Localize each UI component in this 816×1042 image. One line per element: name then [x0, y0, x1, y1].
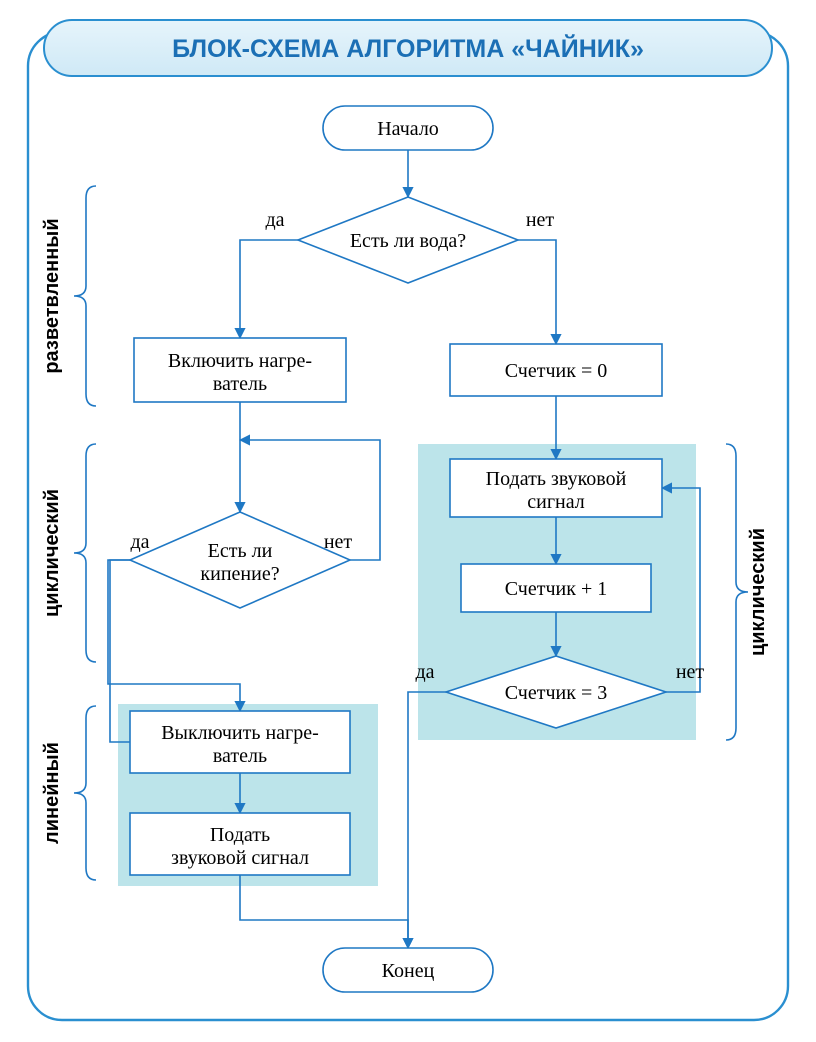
side-cyclic-left: циклический	[41, 489, 63, 617]
bracket-cyclic-right	[726, 444, 748, 740]
bracket-branched	[74, 186, 96, 406]
edge-water-yes	[240, 240, 298, 338]
node-beep2-label1: Подать	[210, 824, 270, 846]
bracket-linear	[74, 706, 96, 880]
side-linear: линейный	[41, 742, 63, 844]
node-heater-on-label2: ватель	[213, 373, 267, 395]
label-c3-yes: да	[415, 661, 434, 683]
node-c3-label: Счетчик = 3	[505, 682, 608, 704]
node-heater-off-label2: ватель	[213, 745, 267, 767]
node-end-label: Конец	[382, 960, 435, 982]
node-heater-on-label1: Включить нагре-	[168, 350, 312, 372]
node-beep1-label1: Подать звуковой	[486, 468, 627, 490]
side-cyclic-right: циклический	[747, 528, 769, 656]
node-beep1-label2: сигнал	[527, 491, 585, 513]
node-counter0-label: Счетчик = 0	[505, 360, 608, 382]
edge-water-no	[518, 240, 556, 344]
label-water-no: нет	[526, 209, 555, 231]
node-heater-off-label1: Выключить нагре-	[161, 722, 319, 744]
side-branched: разветвленный	[41, 218, 63, 373]
node-counter-inc-label: Счетчик + 1	[505, 578, 608, 600]
node-boil-label1: Есть ли	[208, 540, 273, 562]
node-water-label: Есть ли вода?	[350, 230, 466, 252]
node-boil-label2: кипение?	[200, 563, 279, 585]
label-water-yes: да	[265, 209, 284, 231]
page-title: БЛОК-СХЕМА АЛГОРИТМА «ЧАЙНИК»	[172, 33, 644, 63]
bracket-cyclic-left	[74, 444, 96, 662]
label-c3-no: нет	[676, 661, 705, 683]
node-beep2-label2: звуковой сигнал	[171, 847, 309, 869]
label-boil-yes: да	[130, 531, 149, 553]
node-start-label: Начало	[377, 118, 439, 140]
